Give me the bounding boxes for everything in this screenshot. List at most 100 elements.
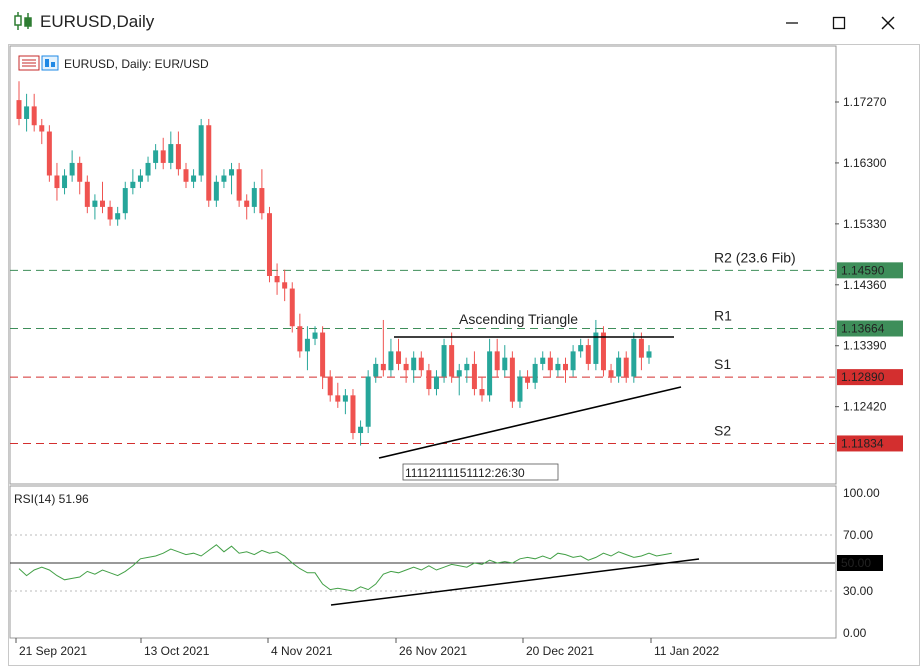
candle-body (107, 206, 113, 220)
candle-body (84, 181, 90, 207)
candle (494, 338, 500, 377)
candle (274, 263, 280, 295)
symbol-list-icon[interactable] (18, 55, 40, 71)
x-axis-label: 13 Oct 2021 (144, 644, 210, 658)
candle-body (297, 326, 303, 352)
chart-canvas[interactable]: EURUSD, Daily: EUR/USD R2 (23.6 Fib) 1.14… (9, 45, 919, 665)
minimize-button[interactable] (772, 8, 812, 38)
candle (153, 144, 159, 170)
depth-of-market-icon[interactable] (41, 55, 59, 71)
candle-body (320, 332, 326, 377)
y-axis-label: 1.15330 (843, 217, 887, 231)
candle-body (236, 169, 242, 201)
candle-body (31, 106, 37, 126)
level-price-tag-1 (837, 262, 903, 279)
candle-body (229, 169, 235, 176)
time-labels-text: 11112111151112:26:30 (405, 466, 525, 480)
chart-candles-icon (14, 12, 32, 30)
candle-body (373, 363, 379, 377)
candle-body (327, 376, 333, 396)
chart-header-label: EURUSD, Daily: EUR/USD (64, 57, 209, 71)
candle-body (426, 370, 432, 390)
y-axis-label: 1.14360 (843, 278, 887, 292)
candle-body (130, 181, 136, 189)
candle (77, 156, 83, 195)
window-title: EURUSD,Daily (40, 12, 155, 31)
triangle-support-line[interactable] (378, 386, 682, 459)
candle-body (456, 370, 462, 377)
candle (509, 351, 515, 408)
candle-body (24, 106, 30, 119)
candle (563, 357, 569, 383)
chart-window[interactable]: EURUSD, Daily: EUR/USD R2 (23.6 Fib) 1.14… (8, 44, 920, 666)
candle-body (358, 426, 364, 434)
candle (69, 150, 75, 182)
x-axis-label: 11 Jan 2022 (654, 644, 719, 658)
candle (471, 351, 477, 396)
candle-body (16, 100, 22, 119)
candle-body (168, 144, 174, 163)
rsi-trend-line[interactable] (330, 558, 700, 606)
candle (373, 357, 379, 383)
candle (646, 345, 652, 364)
candle (380, 319, 386, 377)
minimize-icon (786, 22, 798, 24)
candle (31, 93, 37, 132)
candle (122, 181, 128, 220)
level-price-tag-4 (837, 435, 903, 452)
candle-body (593, 332, 599, 364)
y-axis-label: 1.17270 (843, 95, 887, 109)
candle-body (122, 188, 128, 214)
candle (441, 338, 447, 383)
candle (479, 376, 485, 402)
candle (259, 169, 265, 220)
candle (396, 338, 402, 371)
candle (115, 206, 121, 226)
candle (198, 118, 204, 182)
y-axis-label: 1.13390 (843, 339, 887, 353)
candle (251, 181, 257, 214)
level-name-2: R1 (714, 308, 732, 324)
candle-body (342, 395, 348, 402)
time-labels-box: 11112111151112:26:30 (402, 463, 559, 481)
candle-body (259, 188, 265, 214)
candle (532, 357, 538, 390)
level-name-4: S2 (714, 422, 731, 438)
rsi-current-tag (837, 555, 883, 571)
candle (145, 156, 151, 182)
candle (229, 162, 235, 195)
candle-body (77, 162, 83, 182)
price-pane (9, 45, 837, 485)
candle (426, 363, 432, 396)
candle (335, 382, 341, 408)
candle (46, 125, 52, 182)
x-axis-label: 20 Dec 2021 (526, 644, 594, 658)
candle-body (335, 395, 341, 402)
candle-body (479, 389, 485, 396)
candle (638, 332, 644, 371)
candle-body (585, 345, 591, 364)
candle (502, 345, 508, 377)
candle-body (115, 213, 121, 220)
maximize-button[interactable] (819, 8, 859, 38)
candle-body (304, 338, 310, 352)
candle (191, 169, 197, 189)
candle (236, 162, 242, 207)
candle (388, 338, 394, 377)
level-price-2: 1.13664 (841, 322, 885, 336)
candle-body (46, 131, 52, 176)
candle (487, 338, 493, 402)
candle-body (69, 162, 75, 176)
ascending-triangle-label: Ascending Triangle (459, 311, 578, 327)
candle-body (312, 332, 318, 339)
candle (320, 326, 326, 390)
candle-body (646, 351, 652, 358)
candle-body (449, 345, 455, 377)
candle-body (206, 125, 212, 201)
candle (433, 370, 439, 396)
candle-body (160, 150, 166, 163)
candle (631, 332, 637, 383)
candle-body (487, 351, 493, 396)
x-axis-label: 4 Nov 2021 (271, 644, 333, 658)
close-button[interactable] (868, 8, 908, 38)
